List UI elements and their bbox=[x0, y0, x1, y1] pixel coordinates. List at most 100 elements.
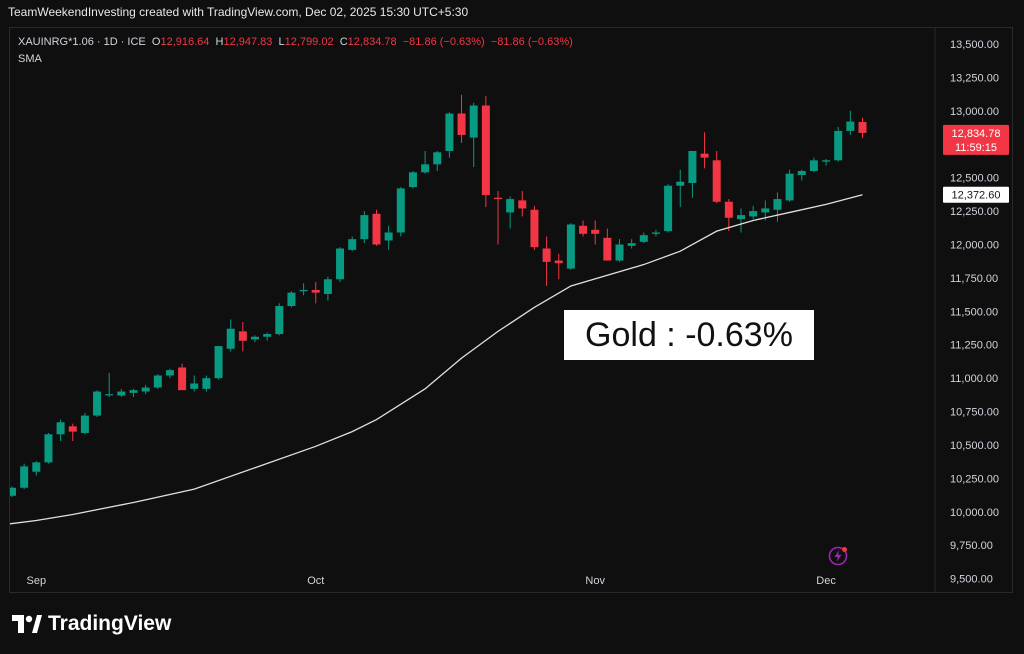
candle-body-down bbox=[579, 225, 588, 234]
y-tick-label: 12,500.00 bbox=[950, 173, 999, 185]
y-tick-label: 10,750.00 bbox=[950, 407, 999, 419]
candle-body-down bbox=[311, 289, 320, 293]
candle-body-up bbox=[615, 244, 624, 261]
candle-body-down bbox=[178, 367, 187, 391]
candle bbox=[664, 184, 673, 233]
candle bbox=[542, 236, 551, 286]
legend-change-2: −81.86 (−0.63%) bbox=[490, 36, 573, 48]
y-tick-label: 10,500.00 bbox=[950, 440, 999, 452]
candle-body-up bbox=[433, 152, 442, 165]
candle bbox=[749, 205, 758, 220]
legend-close: 12,834.78 bbox=[347, 36, 397, 48]
indicator-sma-label[interactable]: SMA bbox=[18, 53, 42, 65]
brand-logo[interactable]: TradingView bbox=[12, 612, 171, 636]
candle-body-down bbox=[238, 331, 247, 341]
candle bbox=[275, 303, 284, 336]
candle bbox=[785, 169, 794, 202]
candle-body-up bbox=[664, 185, 673, 232]
candle bbox=[105, 372, 114, 397]
candle-body-up bbox=[226, 328, 235, 349]
candle bbox=[566, 223, 575, 270]
candle-body-up bbox=[80, 415, 89, 433]
candle-body-down bbox=[700, 153, 709, 158]
candle-body-down bbox=[518, 200, 527, 209]
candle-body-up bbox=[32, 462, 41, 472]
candle-body-up bbox=[93, 391, 102, 416]
candle-body-up bbox=[396, 188, 405, 233]
candle-body-down bbox=[712, 160, 721, 202]
candle bbox=[251, 335, 259, 343]
candle bbox=[627, 239, 636, 249]
candle-body-down bbox=[554, 260, 563, 264]
x-axis: Sep Oct Nov Dec bbox=[27, 575, 837, 587]
y-tick-label: 13,250.00 bbox=[950, 72, 999, 84]
candle bbox=[603, 228, 612, 261]
candle bbox=[396, 187, 405, 237]
y-tick-label: 12,250.00 bbox=[950, 206, 999, 218]
candle bbox=[68, 423, 77, 441]
y-tick-label: 12,000.00 bbox=[950, 240, 999, 252]
candle bbox=[117, 388, 126, 397]
candle bbox=[80, 412, 89, 435]
candle bbox=[360, 211, 369, 244]
candle bbox=[32, 461, 41, 476]
candle-body-down bbox=[372, 213, 381, 245]
candle bbox=[761, 200, 770, 221]
candle-body-up bbox=[822, 160, 831, 162]
candle-body-up bbox=[263, 334, 272, 337]
candle bbox=[287, 291, 296, 308]
candle-body-up bbox=[287, 292, 296, 306]
candle bbox=[773, 192, 782, 222]
price-badges: 12,834.78 11:59:15 12,372.60 bbox=[943, 124, 1009, 203]
candle-body-up bbox=[20, 466, 29, 488]
candle-body-up bbox=[141, 387, 150, 392]
legend-symbol[interactable]: XAUINRG*1.06 · 1D · ICE bbox=[18, 36, 146, 48]
candle bbox=[469, 102, 478, 167]
candle-body-up bbox=[469, 105, 478, 138]
legend-change: −81.86 (−0.63%) bbox=[402, 36, 485, 48]
last-price-value: 12,834.78 bbox=[952, 128, 1001, 140]
lightning-alert-icon[interactable] bbox=[828, 546, 848, 566]
sma-value: 12,372.60 bbox=[952, 190, 1001, 202]
tradingview-logo-icon bbox=[12, 615, 42, 633]
brand-name: TradingView bbox=[48, 612, 172, 635]
candle-body-up bbox=[153, 375, 162, 388]
last-price-badge: 12,834.78 11:59:15 bbox=[943, 124, 1009, 155]
candle-body-up bbox=[761, 208, 770, 213]
candle bbox=[141, 384, 150, 395]
candle-body-up bbox=[165, 370, 174, 376]
candle bbox=[408, 171, 417, 189]
candle-body-up bbox=[651, 232, 660, 234]
legend-low: 12,799.02 bbox=[284, 36, 334, 48]
candle-body-up bbox=[117, 391, 126, 396]
candle-body-up bbox=[56, 422, 65, 435]
candle-body-down bbox=[530, 209, 539, 248]
x-tick-label: Sep bbox=[27, 575, 47, 587]
candle bbox=[506, 196, 515, 229]
candle-body-up bbox=[797, 171, 806, 176]
legend-close-label: C bbox=[339, 36, 348, 48]
candle bbox=[226, 319, 235, 352]
candle bbox=[348, 236, 357, 252]
x-tick-label: Nov bbox=[585, 575, 605, 587]
candle bbox=[737, 208, 745, 233]
candle bbox=[263, 332, 272, 341]
y-tick-label: 11,000.00 bbox=[950, 373, 998, 385]
candle bbox=[494, 191, 502, 245]
candle bbox=[579, 220, 588, 237]
y-tick-label: 11,250.00 bbox=[950, 340, 998, 352]
candle bbox=[214, 346, 223, 380]
x-tick-label: Oct bbox=[307, 575, 324, 587]
candle bbox=[518, 191, 527, 217]
chart-frame[interactable]: 9,500.00 9,750.00 10,000.00 10,250.00 10,500… bbox=[8, 27, 1013, 593]
candle bbox=[165, 368, 174, 379]
candle-body-down bbox=[858, 121, 867, 133]
candle bbox=[93, 390, 102, 417]
candle-body-up bbox=[846, 121, 855, 131]
candle-body-up bbox=[299, 289, 308, 292]
candle bbox=[676, 169, 685, 208]
candle bbox=[700, 132, 709, 169]
candle-body-up bbox=[566, 224, 575, 269]
chart-credit: TeamWeekendInvesting created with Tradin… bbox=[8, 5, 469, 19]
candlestick-chart[interactable]: 9,500.00 9,750.00 10,000.00 10,250.00 10,500… bbox=[8, 28, 1012, 592]
